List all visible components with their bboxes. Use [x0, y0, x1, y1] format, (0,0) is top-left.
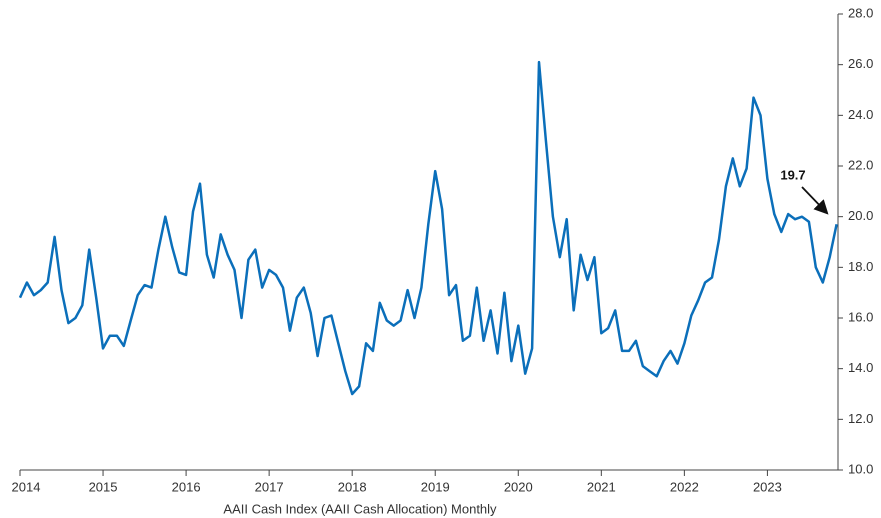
y-tick-label: 26.0: [848, 56, 873, 71]
y-tick-label: 24.0: [848, 107, 873, 122]
x-tick-label: 2018: [338, 479, 367, 494]
x-tick-label: 2020: [504, 479, 533, 494]
y-tick-label: 16.0: [848, 309, 873, 324]
x-tick-label: 2014: [12, 479, 41, 494]
x-tick-label: 2022: [670, 479, 699, 494]
x-tick-label: 2023: [753, 479, 782, 494]
annotation-arrow: [801, 186, 829, 215]
annotation: 19.7: [780, 167, 805, 182]
x-tick-label: 2021: [587, 479, 616, 494]
x-tick-label: 2016: [172, 479, 201, 494]
y-tick-label: 22.0: [848, 157, 873, 172]
x-tick-label: 2015: [89, 479, 118, 494]
y-tick-label: 10.0: [848, 461, 873, 476]
y-tick-label: 28.0: [848, 5, 873, 20]
x-axis-label: AAII Cash Index (AAII Cash Allocation) M…: [223, 501, 497, 516]
line: [18, 60, 838, 396]
y-tick-label: 18.0: [848, 259, 873, 274]
x-tick-label: 2019: [421, 479, 450, 494]
y-tick-label: 12.0: [848, 411, 873, 426]
y-tick-label: 14.0: [848, 360, 873, 375]
x-tick-label: 2017: [255, 479, 284, 494]
y-tick-label: 20.0: [848, 208, 873, 223]
